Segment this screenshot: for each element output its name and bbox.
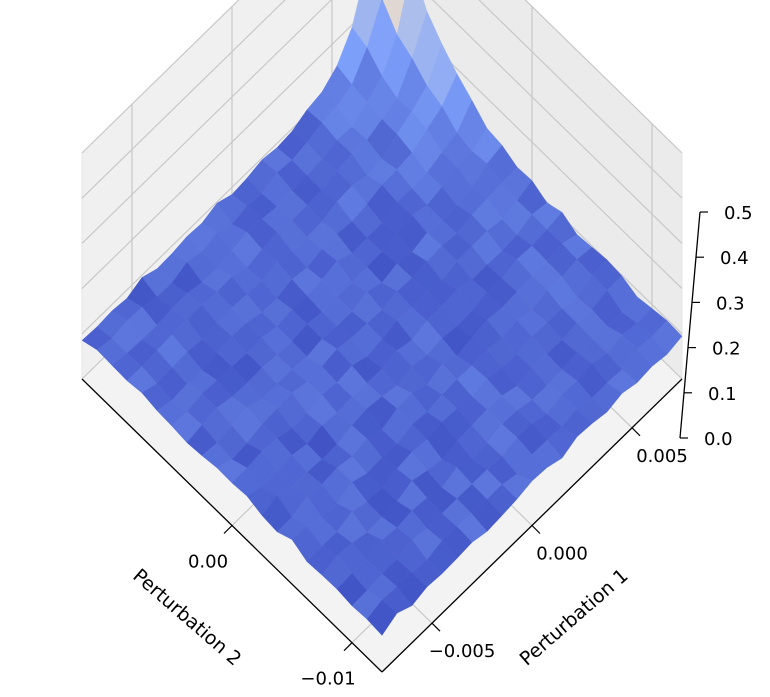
- z-gridline: [81, 0, 683, 154]
- x-tick: [531, 525, 541, 534]
- z-gridline: [81, 0, 683, 199]
- x-tick: [631, 427, 641, 437]
- z-tick-label: 0.4: [720, 248, 749, 269]
- tick-labels: −0.005 0.000 0.005 −0.01 0.00 0.0 0.1 0.2 0.3 0.4…: [188, 203, 753, 690]
- z-gridline: [81, 0, 683, 244]
- x-tick-label: 0.005: [636, 446, 688, 467]
- y-tick: [343, 642, 353, 652]
- z-axis-line: [679, 211, 701, 439]
- z-tick-label: 0.5: [724, 203, 753, 224]
- y-axis-label: Perturbation 2: [128, 565, 245, 671]
- y-tick: [223, 525, 233, 534]
- z-tick-label: 0.1: [708, 384, 737, 405]
- loss-surface: [81, 0, 683, 636]
- x-tick-label: −0.005: [429, 641, 496, 662]
- z-tick-label: 0.0: [704, 429, 733, 450]
- y-tick-label: −0.01: [300, 669, 355, 690]
- surface-facet: [366, 599, 398, 636]
- x-axis-label: Perturbation 1: [516, 565, 633, 671]
- z-gridline: [81, 0, 683, 290]
- x-tick: [431, 622, 441, 632]
- z-tick-label: 0.3: [716, 293, 745, 314]
- tick-marks: [223, 211, 708, 652]
- y-tick-label: 0.00: [188, 552, 228, 573]
- z-tick-label: 0.2: [712, 339, 741, 360]
- x-tick-label: 0.000: [536, 544, 588, 565]
